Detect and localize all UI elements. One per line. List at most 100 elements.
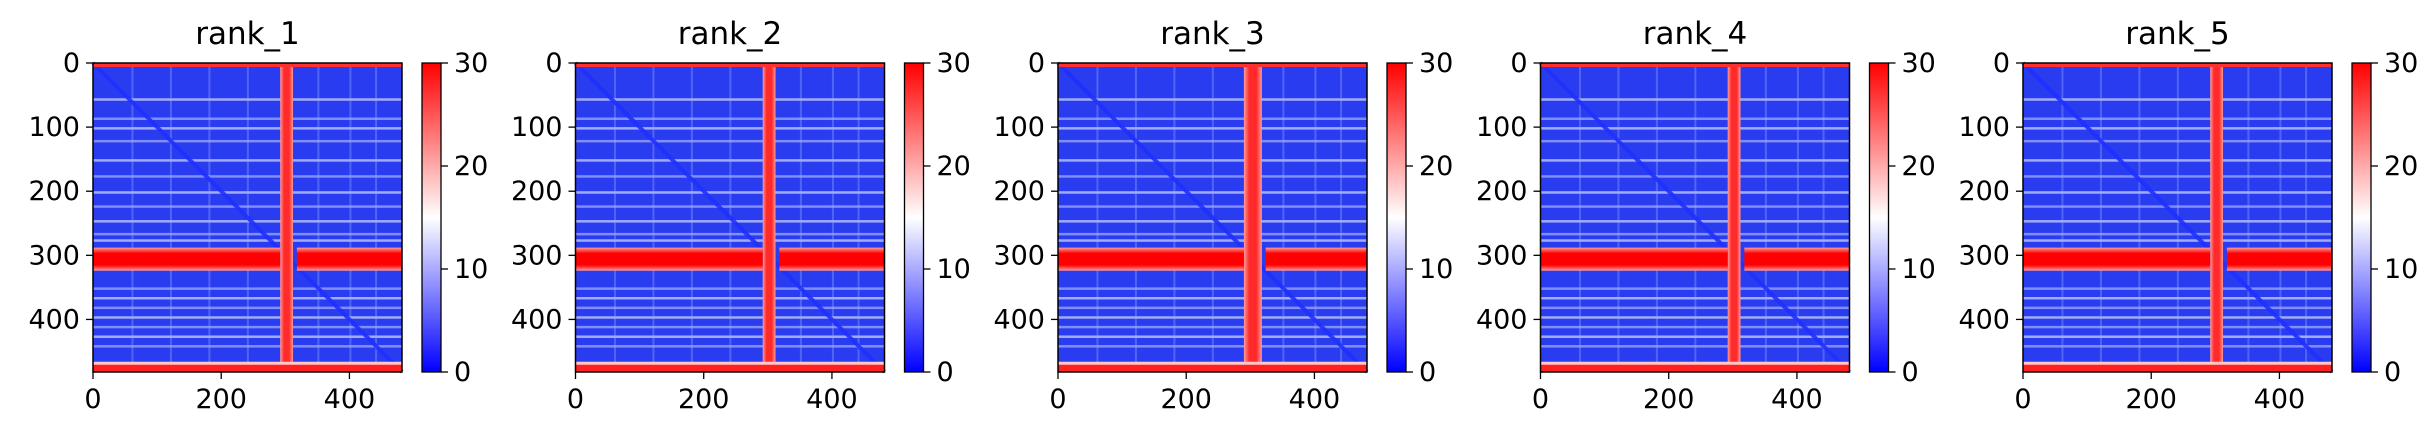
heatmap-band	[93, 335, 402, 338]
heatmap-horizontal-band	[1540, 247, 1728, 271]
y-tick-label: 400	[1958, 304, 2010, 335]
heatmap-image	[1056, 61, 1369, 374]
x-tick-label: 400	[806, 384, 858, 415]
heatmap-band	[1540, 191, 1850, 194]
colorbar-tick-label: 20	[1419, 151, 1453, 182]
heatmap-vband	[131, 63, 134, 372]
heatmap-band	[2023, 98, 2332, 101]
heatmap-band	[1058, 306, 1367, 310]
colorbar-tick-label: 10	[1419, 254, 1453, 285]
heatmap-vband	[1822, 63, 1825, 372]
y-tick-label: 100	[1476, 112, 1528, 143]
heatmap-band	[1540, 325, 1850, 329]
heatmap-vertical-stripe	[280, 63, 294, 372]
colorbar-tick-label: 0	[454, 357, 471, 388]
x-tick-label: 200	[2125, 384, 2177, 415]
y-tick-label: 0	[1993, 48, 2010, 79]
y-tick-label: 400	[511, 304, 563, 335]
heatmap-vband	[317, 63, 320, 372]
y-tick-label: 0	[1028, 48, 1045, 79]
heatmap-band	[2023, 239, 2332, 242]
panel-title: rank_5	[2125, 16, 2230, 52]
heatmap-vband	[1340, 63, 1343, 372]
heatmap-panel-4: rank_4 0 200 400 0 100 200 300 400 0 10 20 30	[1476, 16, 1936, 415]
heatmap-band	[1058, 296, 1367, 300]
heatmap-vband	[2061, 63, 2064, 372]
colorbar-tick-label: 30	[454, 48, 488, 79]
heatmap-band	[93, 232, 402, 236]
axes-frame	[2022, 62, 2333, 373]
colorbar	[1868, 62, 1890, 373]
heatmap-band	[1058, 175, 1367, 178]
heatmap-vband	[2099, 63, 2102, 372]
colorbar-tick-label: 10	[2384, 254, 2418, 285]
colorbar-tick-label: 0	[2384, 357, 2401, 388]
heatmap-diagonal	[574, 61, 886, 374]
heatmap-band	[1058, 345, 1367, 348]
heatmap-image	[2021, 61, 2334, 374]
heatmap-band	[1058, 220, 1367, 223]
heatmap-band	[1540, 127, 1850, 130]
axes-frame	[574, 62, 886, 373]
heatmap-band	[575, 205, 885, 208]
y-tick-label: 300	[511, 240, 563, 271]
heatmap-vband	[652, 63, 655, 372]
heatmap-image	[91, 61, 404, 374]
heatmap-band	[93, 191, 402, 194]
heatmap-band	[1058, 325, 1367, 329]
colorbar-tick-label: 0	[1902, 357, 1919, 388]
heatmap-band	[575, 287, 885, 290]
panel-title: rank_2	[678, 16, 783, 52]
heatmap-band	[1540, 232, 1850, 236]
colorbar	[903, 62, 925, 373]
y-tick-label: 100	[28, 112, 80, 143]
heatmap-horizontal-band	[296, 247, 402, 271]
heatmap-bottom-rows	[575, 364, 885, 372]
x-tick-label: 0	[567, 384, 584, 415]
heatmap-bottom-rows	[93, 364, 402, 372]
heatmap-bottom-rows	[1540, 364, 1850, 372]
heatmap-top-row	[575, 63, 885, 67]
heatmap-diagonal	[2021, 61, 2334, 374]
heatmap-image	[1539, 61, 1851, 374]
heatmap-horizontal-band	[575, 247, 763, 271]
heatmap-band	[93, 175, 402, 178]
heatmap-vband	[799, 63, 802, 372]
x-tick-label: 0	[84, 384, 101, 415]
heatmap-band	[1540, 175, 1850, 178]
heatmap-bottom-rows	[2023, 364, 2332, 372]
x-tick-label: 400	[1289, 384, 1341, 415]
heatmap-band	[1058, 205, 1367, 208]
heatmap-band	[2023, 325, 2332, 329]
colorbar-tick-label: 10	[1902, 254, 1936, 285]
heatmap-diagonal	[1056, 61, 1369, 374]
y-tick-label: 300	[28, 240, 80, 271]
panel-title: rank_4	[1643, 16, 1748, 52]
axes-frame	[1539, 62, 1851, 373]
heatmap-band	[93, 159, 402, 162]
heatmap-vband	[1655, 63, 1658, 372]
heatmap-band	[1058, 316, 1367, 319]
heatmap-bottom-rows	[1058, 364, 1367, 372]
heatmap-band	[575, 306, 885, 310]
heatmap-top-row	[93, 63, 402, 67]
y-tick-label: 0	[545, 48, 562, 79]
y-tick-label: 100	[993, 112, 1045, 143]
x-tick-label: 200	[1160, 384, 1212, 415]
x-tick-label: 200	[195, 384, 247, 415]
heatmap-band	[1540, 345, 1850, 348]
heatmap-band	[575, 159, 885, 162]
heatmap-band	[1540, 98, 1850, 101]
heatmap-bottom-edge	[1058, 361, 1367, 365]
heatmap-band	[575, 220, 885, 223]
heatmap-band	[2023, 335, 2332, 338]
colorbar-tick-label: 0	[937, 357, 954, 388]
heatmap-panel-3: rank_3 0 200 400 0 100 200 300 400 0 10 20 30	[993, 16, 1453, 415]
heatmap-band	[575, 325, 885, 329]
heatmap-diagonal	[91, 61, 404, 374]
heatmap-band	[93, 316, 402, 319]
heatmap-vband	[1617, 63, 1620, 372]
y-tick-label: 200	[1958, 176, 2010, 207]
heatmap-band	[1058, 98, 1367, 101]
y-tick-label: 200	[511, 176, 563, 207]
